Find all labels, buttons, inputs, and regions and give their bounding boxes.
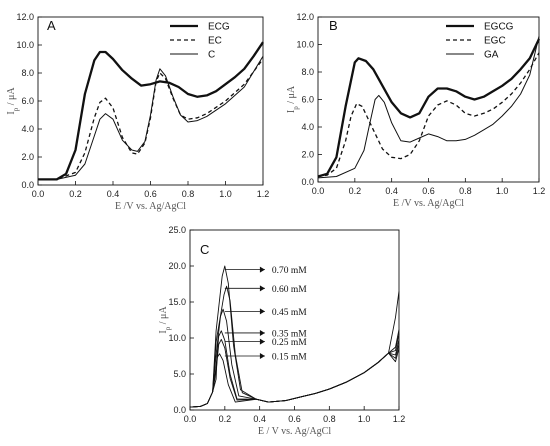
y-tick-label: 4.0 [21,124,34,134]
x-tick-label: 0.2 [69,189,82,199]
annotation-arrowhead [259,266,265,273]
y-tick-label: 8.0 [301,67,314,77]
x-tick-label: 0.8 [323,414,336,424]
y-tick-label: 25.0 [168,225,186,235]
annotation-label: 0.35 mM [272,329,307,339]
x-axis-label: E /V vs. Ag/AgCl [393,198,464,209]
y-tick-label: 6.0 [21,96,34,106]
x-axis-label: E /V vs. Ag/AgCl [115,201,186,212]
y-tick-label: 10.0 [296,40,314,50]
y-tick-label: 2.0 [21,152,34,162]
series-line-5 [189,338,400,408]
x-tick-label: 0.2 [349,186,362,196]
series-line-c [38,55,264,180]
annotation-label: 0.25 mM [272,338,307,348]
panel-label: B [329,18,338,33]
series-line-egc [317,52,540,178]
y-tick-label: 5.0 [173,369,186,379]
x-tick-label: 0.0 [184,414,197,424]
x-tick-label: 1.2 [533,186,546,196]
x-tick-label: 1.0 [219,189,232,199]
legend-label: EGC [484,36,506,47]
annotation-label: 0.70 mM [272,266,307,276]
y-tick-label: 0.0 [173,405,186,415]
x-tick-label: 0.4 [385,186,398,196]
x-tick-label: 0.8 [182,189,195,199]
y-tick-label: 15.0 [168,297,186,307]
y-tick-label: 0.0 [301,177,314,187]
x-tick-label: 1.0 [358,414,371,424]
x-tick-label: 0.2 [219,414,232,424]
y-tick-label: 20.0 [168,261,186,271]
x-tick-label: 0.6 [422,186,435,196]
x-tick-label: 1.2 [393,414,406,424]
legend-label: GA [484,50,499,61]
x-tick-label: 1.2 [257,189,270,199]
x-tick-label: 0.6 [144,189,157,199]
annotation-arrowhead [259,338,265,345]
y-axis-label: Ip / μA [6,87,20,115]
plot-frame [189,229,400,411]
y-axis-label: Ip / μA [286,85,300,113]
y-tick-label: 12.0 [16,12,34,22]
y-tick-label: 10.0 [16,40,34,50]
annotation-arrowhead [259,329,265,336]
y-tick-label: 2.0 [301,150,314,160]
annotation-arrowhead [259,308,265,315]
x-tick-label: 0.8 [459,186,472,196]
series-line-6 [189,347,400,408]
legend-label: EC [208,36,222,47]
series-line-egcg [317,38,541,178]
legend-label: ECG [208,22,230,33]
x-tick-label: 0.6 [288,414,301,424]
x-tick-label: 0.4 [253,414,266,424]
annotation-label: 0.45 mM [272,308,307,318]
panel-label: A [47,18,56,33]
panel-c: 0.0 5.0 10.0 15.0 20.0 25.0 0.0 0.2 0.4 0.6 0.8 1.0… [158,225,405,437]
y-tick-label: 8.0 [21,68,34,78]
annotation-label: 0.15 mM [272,353,307,363]
annotation-label: 0.60 mM [272,285,307,295]
panel-b: 0.0 2.0 4.0 6.0 8.0 10.0 12.0 0.0 0.2 0.4 0.6 0.8 1.… [286,12,545,209]
y-tick-label: 4.0 [301,122,314,132]
y-axis-label: Ip / μA [158,306,172,334]
legend-label: EGCG [484,22,514,33]
x-tick-label: 0.0 [312,186,325,196]
x-tick-label: 1.0 [496,186,509,196]
panel-label: C [200,242,209,257]
annotation-arrowhead [259,353,265,359]
y-tick-label: 0.0 [21,180,34,190]
x-tick-label: 0.0 [32,189,45,199]
series-line-ecg [38,41,264,181]
series-line-ga [317,36,540,179]
annotation-arrowhead [259,285,265,292]
panel-a: 0.0 2.0 4.0 6.0 8.0 10.0 12.0 0.0 0.2 0.4 0.6 0.8 1.… [6,12,269,212]
y-tick-label: 10.0 [168,333,186,343]
legend-label: C [208,50,215,61]
y-tick-label: 6.0 [301,95,314,105]
y-tick-label: 12.0 [296,12,314,22]
x-tick-label: 0.4 [107,189,120,199]
x-axis-label: E / V vs. Ag/AgCl [258,426,331,437]
